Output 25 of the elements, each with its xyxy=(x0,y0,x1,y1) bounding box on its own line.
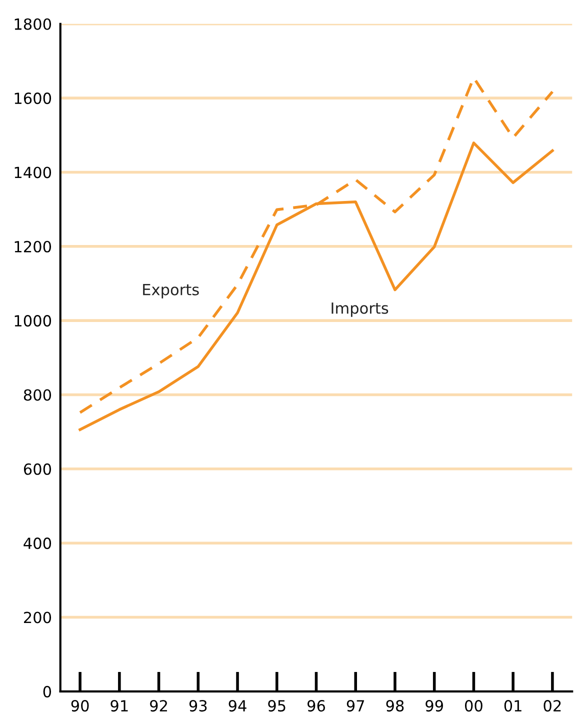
x-tick-label: 98 xyxy=(386,700,404,712)
x-tick-label: 94 xyxy=(228,700,246,712)
y-tick-label: 1400 xyxy=(14,166,52,178)
x-tick-label: 96 xyxy=(307,700,326,712)
x-tick-label: 00 xyxy=(465,700,482,712)
y-tick-label: 800 xyxy=(24,389,52,401)
y-tick-label: 0 xyxy=(43,686,52,698)
y-tick-label: 1800 xyxy=(14,18,52,30)
x-tick-label: 95 xyxy=(268,700,286,712)
x-tick-label: 91 xyxy=(110,700,128,712)
x-tick-label: 02 xyxy=(544,700,561,712)
y-tick-label: 1000 xyxy=(14,315,52,327)
y-tick-label: 400 xyxy=(24,538,52,550)
x-tick-label: 99 xyxy=(426,700,443,712)
y-tick-label: 600 xyxy=(24,463,52,475)
series-label: Imports xyxy=(332,302,388,317)
series-label: Exports xyxy=(143,284,199,298)
x-tick-label: 92 xyxy=(150,700,167,712)
y-tick-label: 1600 xyxy=(14,92,52,104)
x-tick-label: 01 xyxy=(504,700,522,712)
y-tick-label: 200 xyxy=(24,612,52,624)
x-tick-label: 97 xyxy=(346,700,364,712)
x-tick-label: 90 xyxy=(71,700,89,712)
x-tick-label: 93 xyxy=(189,700,207,712)
y-tick-label: 1200 xyxy=(14,240,52,252)
